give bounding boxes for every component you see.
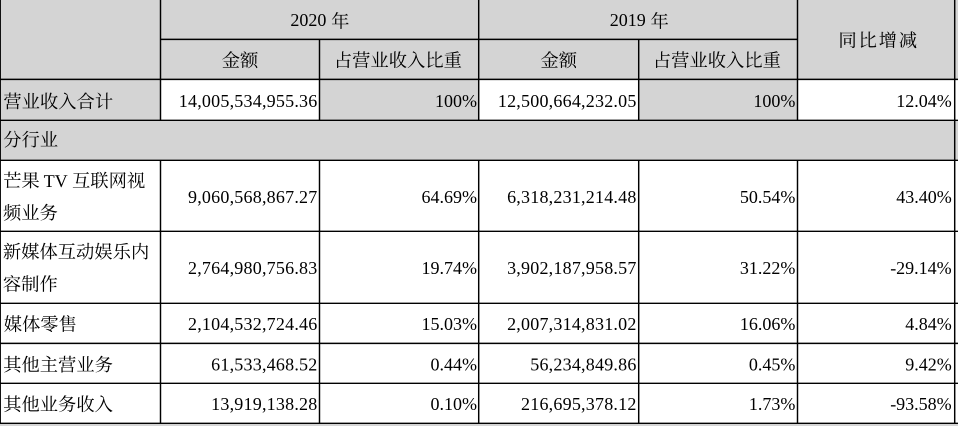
svg-text:100%: 100% [753,91,795,111]
svg-text:2020: 2020 [290,10,326,30]
svg-text:19.74%: 19.74% [422,258,478,278]
svg-text:2,764,980,756.83: 2,764,980,756.83 [188,258,318,278]
svg-text:50.54%: 50.54% [740,187,796,207]
svg-text:2019: 2019 [610,10,646,30]
svg-text:61,533,468.52: 61,533,468.52 [211,354,317,374]
svg-text:12,500,664,232.05: 12,500,664,232.05 [498,91,637,111]
svg-text:31.22%: 31.22% [740,258,796,278]
svg-text:100%: 100% [435,91,477,111]
svg-text:-29.14%: -29.14% [890,258,952,278]
svg-text:15.03%: 15.03% [422,314,478,334]
svg-text:6,318,231,214.48: 6,318,231,214.48 [507,187,637,207]
svg-text:16.06%: 16.06% [740,314,796,334]
svg-text:0.45%: 0.45% [749,354,796,374]
svg-text:216,695,378.12: 216,695,378.12 [521,394,637,414]
svg-text:9.42%: 9.42% [905,354,952,374]
svg-text:56,234,849.86: 56,234,849.86 [530,354,636,374]
svg-text:64.69%: 64.69% [422,187,478,207]
svg-text:0.44%: 0.44% [431,354,478,374]
svg-text:3,902,187,958.57: 3,902,187,958.57 [507,258,637,278]
svg-text:1.73%: 1.73% [749,394,796,414]
svg-text:43.40%: 43.40% [896,187,952,207]
svg-text:13,919,138.28: 13,919,138.28 [211,394,317,414]
svg-text:4.84%: 4.84% [905,314,952,334]
svg-text:0.10%: 0.10% [431,394,478,414]
svg-text:-93.58%: -93.58% [890,394,952,414]
svg-text:14,005,534,955.36: 14,005,534,955.36 [179,91,318,111]
svg-text:2,104,532,724.46: 2,104,532,724.46 [188,314,318,334]
svg-text:12.04%: 12.04% [896,91,952,111]
svg-text:2,007,314,831.02: 2,007,314,831.02 [507,314,637,334]
svg-text:9,060,568,867.27: 9,060,568,867.27 [188,187,318,207]
